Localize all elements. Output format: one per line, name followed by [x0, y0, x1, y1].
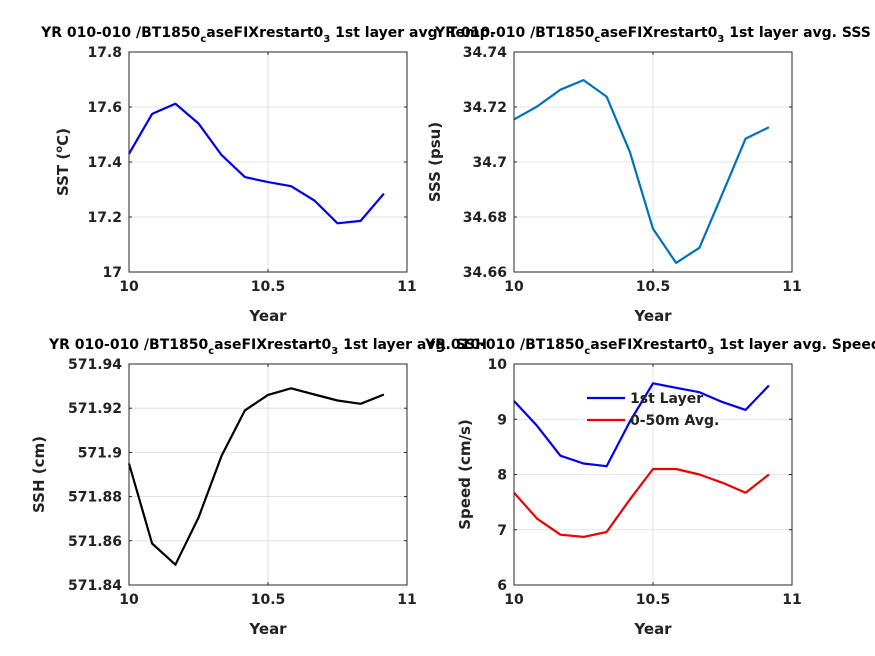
subplot-1: 10 10.5 11 17 17.2 17.4 17.6 17.8 Year SST (oC) YR…: [40, 25, 495, 325]
y-tick-label: 34.72: [463, 100, 507, 116]
x-axis-label: Year: [248, 620, 287, 638]
y-tick-label: 17.2: [87, 210, 122, 226]
y-tick-label: 571.88: [68, 490, 122, 506]
y-tick-label: 571.9: [78, 445, 122, 461]
legend-label: 0-50m Avg.: [630, 413, 719, 429]
x-tick-label: 10.5: [636, 592, 671, 608]
y-tick-label: 10: [488, 357, 508, 373]
x-tick-label: 11: [397, 592, 416, 608]
y-tick-label: 34.74: [463, 45, 508, 61]
y-tick-label: 17.8: [87, 45, 122, 61]
y-tick-label: 17: [103, 265, 122, 281]
y-axis-label: SST (oC): [54, 128, 72, 196]
x-tick-label: 10: [504, 592, 524, 608]
x-axis-label: Year: [633, 307, 672, 325]
y-tick-label: 34.7: [472, 155, 507, 171]
legend-label: 1st Layer: [630, 391, 703, 407]
y-tick-label: 17.6: [87, 100, 122, 116]
subplot-title: YR 010-010 /BT1850caseFIXrestart03 1st l…: [48, 337, 487, 357]
x-tick-label: 11: [397, 279, 416, 295]
y-tick-label: 571.84: [68, 578, 122, 594]
y-axis-label: SSH (cm): [30, 436, 48, 513]
subplot-title: YR 010-010 /BT1850caseFIXrestart03 1st l…: [434, 25, 871, 45]
y-tick-label: 8: [497, 468, 507, 484]
x-tick-label: 11: [782, 279, 801, 295]
series-line-1: [127, 387, 385, 566]
y-tick-label: 6: [497, 578, 507, 594]
y-tick-label: 571.92: [68, 401, 122, 417]
subplot-3: 10 10.5 11 571.84 571.86 571.88 571.9 571.92 571…: [30, 337, 487, 638]
y-tick-label: 34.68: [463, 210, 507, 226]
series-line-2: [513, 467, 770, 539]
subplot-2: 10 10.5 11 34.66 34.68 34.7 34.72 34.74 Year SSS …: [426, 25, 871, 325]
y-tick-label: 7: [497, 523, 507, 539]
series-line-1: [513, 78, 770, 264]
series-line-1: [513, 382, 770, 468]
y-tick-label: 9: [497, 412, 507, 428]
x-tick-label: 11: [782, 592, 801, 608]
series-line-1: [128, 102, 385, 225]
y-tick-label: 571.86: [68, 534, 122, 550]
y-axis-label: SSS (psu): [426, 122, 444, 202]
y-axis-label: Speed (cm/s): [456, 419, 474, 530]
x-tick-label: 10.5: [251, 279, 286, 295]
x-tick-label: 10.5: [636, 279, 671, 295]
y-tick-label: 571.94: [68, 357, 122, 373]
x-axis-label: Year: [248, 307, 287, 325]
x-tick-label: 10: [504, 279, 524, 295]
subplot-title: YR 010-010 /BT1850caseFIXrestart03 1st l…: [424, 337, 875, 357]
x-tick-label: 10: [119, 279, 139, 295]
subplot-title: YR 010-010 /BT1850caseFIXrestart03 1st l…: [40, 25, 495, 45]
x-axis-label: Year: [633, 620, 672, 638]
x-tick-label: 10.5: [251, 592, 286, 608]
x-tick-label: 10: [119, 592, 139, 608]
subplot-4: 10 10.5 11 6 7 8 9 10 Year Speed (cm/s) YR 010-010…: [424, 337, 875, 638]
y-tick-label: 34.66: [463, 265, 507, 281]
y-tick-label: 17.4: [87, 155, 122, 171]
